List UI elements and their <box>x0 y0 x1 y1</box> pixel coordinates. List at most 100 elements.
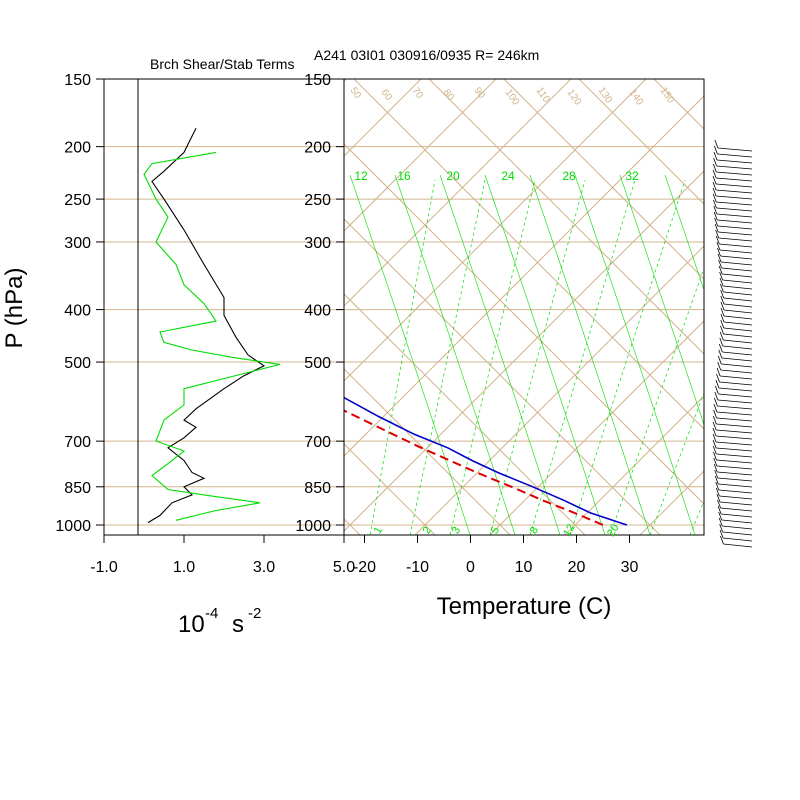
left-x-tick-label: 1.0 <box>173 559 195 576</box>
wind-barb-feather <box>712 415 717 425</box>
right-x-tick-label: -20 <box>353 559 376 576</box>
wind-barb <box>716 177 753 182</box>
moist-adiabat-line <box>529 174 651 535</box>
dewpoint-line <box>344 409 604 526</box>
dry-adiabat-line <box>428 79 704 355</box>
wind-barb-feather <box>713 205 718 215</box>
left-y-tick-label: 150 <box>64 72 91 89</box>
wind-barb-feather <box>720 535 724 545</box>
right-x-tick-label: 10 <box>515 559 533 576</box>
wind-barb-feather <box>720 325 724 335</box>
isotherm-line <box>775 0 800 700</box>
left-y-tick-label: 400 <box>64 303 91 320</box>
wind-barb-feather <box>713 157 717 167</box>
dry-adiabat-line <box>625 0 800 700</box>
isotherm-line <box>344 79 647 382</box>
dry-adiabat-line <box>344 143 704 505</box>
left-y-tick-label: 850 <box>64 480 91 497</box>
right-y-tick-label: 200 <box>304 140 331 157</box>
wind-barb-feather <box>717 355 722 365</box>
wind-barb <box>717 219 753 224</box>
wind-barb <box>720 375 753 380</box>
wind-barb-feather <box>714 475 719 485</box>
adiabat-label: 110 <box>534 85 552 105</box>
dry-adiabat-line <box>700 0 800 700</box>
temperature-line <box>344 396 628 526</box>
wind-barb <box>717 471 753 476</box>
adiabat-label: 60 <box>379 87 395 103</box>
right-y-ticks: 150 200 250 300 400 500 700 850 1000 <box>295 72 344 535</box>
wind-barb <box>723 543 753 548</box>
wind-barb <box>716 459 753 464</box>
wind-barb <box>719 249 753 254</box>
x-axis-label: Temperature (C) <box>437 593 612 620</box>
wind-barb <box>717 153 753 158</box>
wind-barb-feather <box>718 259 722 269</box>
wind-barb <box>716 423 753 428</box>
left-x-tick-label: 3.0 <box>253 559 275 576</box>
right-x-tick-label: 20 <box>568 559 586 576</box>
wind-barb <box>718 237 753 242</box>
adiabat-label: 120 <box>565 87 584 107</box>
wind-barb <box>722 345 753 350</box>
wind-barb-feather <box>715 229 720 239</box>
wind-barb-feather <box>714 469 719 479</box>
mixing-ratio-line <box>529 179 636 535</box>
wind-barb-feather <box>720 319 725 329</box>
wind-barb <box>721 363 753 368</box>
right-y-tick-label: 250 <box>304 192 331 209</box>
wind-barb-feather <box>712 421 717 431</box>
adiabat-label: 100 <box>503 87 522 107</box>
wind-barb-feather <box>719 277 724 287</box>
wind-barb <box>715 189 753 194</box>
wind-barb <box>721 267 753 272</box>
moist-adiabat-line <box>664 174 704 291</box>
wind-barb <box>723 309 753 314</box>
wind-barb <box>716 195 753 200</box>
left-x-tick-label: -1.0 <box>90 559 118 576</box>
dry-adiabat-line <box>353 79 704 430</box>
wind-barb <box>717 147 753 152</box>
wind-barb <box>718 489 753 494</box>
y-axis-label: P (hPa) <box>1 268 28 349</box>
wind-barb <box>716 207 753 212</box>
adiabat-label: 50 <box>348 85 364 101</box>
mixing-ratio-bottom-label: 3 <box>450 525 463 536</box>
mixing-ratio-top-label: 24 <box>501 169 515 183</box>
left-panel-title: Brch Shear/Stab Terms <box>150 56 294 72</box>
x-unit-base: 10 <box>178 611 205 638</box>
left-y-tick-label: 700 <box>64 434 91 451</box>
wind-barb-feather <box>716 241 721 251</box>
wind-barb-feather <box>714 391 719 401</box>
wind-barb <box>723 339 753 344</box>
wind-barb <box>722 279 753 284</box>
wind-barb-feather <box>715 481 720 491</box>
wind-barb-feather <box>718 349 723 359</box>
wind-barb <box>723 333 753 338</box>
moist-adiabat-line <box>484 174 606 535</box>
right-y-tick-label: 700 <box>304 434 331 451</box>
wind-barb-feather <box>715 379 720 389</box>
wind-barb <box>720 369 753 374</box>
wind-barb-feather <box>716 493 721 503</box>
mixing-ratio-top-label: 20 <box>446 169 460 183</box>
wind-barb-feather <box>713 397 718 407</box>
wind-barb-feather <box>713 199 717 209</box>
wind-barb-feather <box>712 169 717 179</box>
left-y-tick-label: 300 <box>64 235 91 252</box>
wind-barb <box>718 483 753 488</box>
wind-barb <box>723 285 753 290</box>
wind-barb <box>716 453 753 458</box>
wind-barb-feather <box>715 487 720 497</box>
wind-barb <box>718 387 753 392</box>
mixing-ratio-bottom-label: 5 <box>489 525 502 536</box>
moist-adiabat-line <box>349 174 471 535</box>
moist-adiabat-line <box>394 174 516 535</box>
mixing-ratio-bottom-label: 1 <box>372 525 385 536</box>
wind-barb-feather <box>717 253 722 263</box>
left-series-line-0 <box>147 128 266 524</box>
wind-barb <box>719 501 753 506</box>
wind-barb <box>715 435 753 440</box>
wind-barb <box>718 231 753 236</box>
